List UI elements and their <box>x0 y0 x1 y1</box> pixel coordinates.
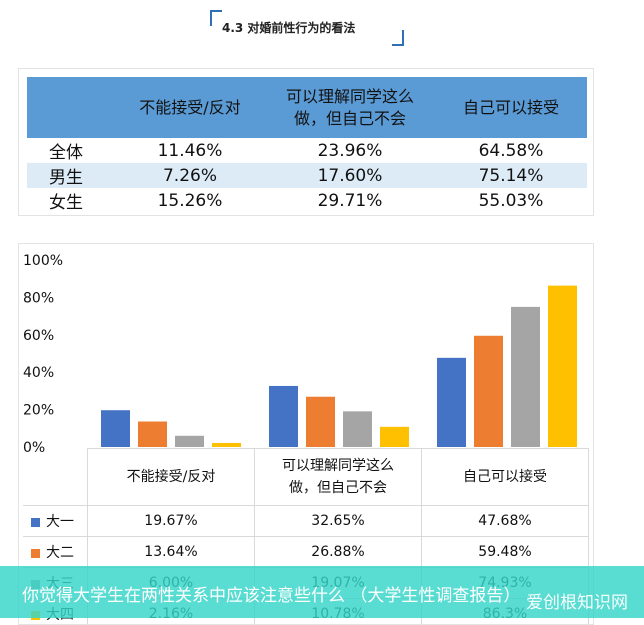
table-cell: 17.60% <box>265 163 435 188</box>
chart-category-understand: 可以理解同学这么 做，但自己不会 <box>254 448 422 506</box>
y-tick-label: 80% <box>23 290 54 306</box>
table-cell: 7.26% <box>115 163 265 188</box>
table-header-empty <box>27 77 115 138</box>
chart-table-corner <box>23 448 88 506</box>
table-row: 全体 11.46% 23.96% 64.58% <box>27 138 587 164</box>
banner-caption: 你觉得大学生在两性关系中应该注意些什么 （大学生性调查报告） <box>22 586 521 606</box>
data-label: 59.48% <box>421 536 589 568</box>
section-title-text: 4.3 对婚前性行为的看法 <box>222 21 356 35</box>
data-label: 19.67% <box>87 505 255 537</box>
title-corner-bottom-right <box>392 30 404 46</box>
y-tick-label: 100% <box>23 253 63 269</box>
chart-category-oppose: 不能接受/反对 <box>87 448 255 506</box>
legend-label: 大一 <box>46 514 74 530</box>
bar <box>306 396 335 447</box>
data-label: 47.68% <box>421 505 589 537</box>
chart-table-header-row: 不能接受/反对 可以理解同学这么 做，但自己不会 自己可以接受 <box>23 448 589 506</box>
bar <box>175 435 204 447</box>
data-label: 32.65% <box>254 505 422 537</box>
chart-table-row: 大二 13.64% 26.88% 59.48% <box>23 536 589 568</box>
legend-entry: 大二 <box>23 536 88 568</box>
bar <box>548 285 577 447</box>
table-cell: 29.71% <box>317 190 383 211</box>
bars <box>101 285 577 447</box>
table-header-accept: 自己可以接受 <box>435 77 587 138</box>
y-axis: 0%20%40%60%80%100% <box>23 253 63 454</box>
y-tick-label: 20% <box>23 403 54 419</box>
y-tick-label: 60% <box>23 328 54 344</box>
chart-table-row: 大一 19.67% 32.65% 47.68% <box>23 505 589 537</box>
table-cell: 15.26% <box>157 190 223 211</box>
bar <box>474 335 503 447</box>
attitude-table: 不能接受/反对 可以理解同学这么 做，但自己不会 自己可以接受 全体 11.46… <box>27 77 587 213</box>
bar <box>343 411 372 447</box>
table-cell: 75.14% <box>435 163 587 188</box>
bar <box>269 385 298 447</box>
attitude-table-panel: 不能接受/反对 可以理解同学这么 做，但自己不会 自己可以接受 全体 11.46… <box>18 68 594 216</box>
y-tick-label: 40% <box>23 365 54 381</box>
table-header-oppose: 不能接受/反对 <box>115 77 265 138</box>
legend-label: 大二 <box>46 545 74 561</box>
bar <box>138 421 167 447</box>
table-row: 男生 7.26% 17.60% 75.14% <box>27 163 587 188</box>
section-title: 4.3 对婚前性行为的看法 <box>210 10 404 46</box>
watermark-logo: 爱创根知识网 <box>526 593 628 613</box>
table-header-understand: 可以理解同学这么 做，但自己不会 <box>265 77 435 138</box>
table-header-row: 不能接受/反对 可以理解同学这么 做，但自己不会 自己可以接受 <box>27 77 587 138</box>
data-label: 13.64% <box>87 536 255 568</box>
table-cell: 64.58% <box>478 140 544 161</box>
title-corner-top-left <box>210 10 222 26</box>
data-label: 26.88% <box>254 536 422 568</box>
row-label: 全体 <box>49 143 83 163</box>
row-label: 女生 <box>49 193 83 213</box>
chart-category-accept: 自己可以接受 <box>421 448 589 506</box>
legend-swatch <box>31 517 40 527</box>
legend-entry: 大一 <box>23 505 88 537</box>
bar <box>437 357 466 447</box>
bar <box>212 442 241 447</box>
table-cell: 11.46% <box>157 140 223 161</box>
caption-banner: 你觉得大学生在两性关系中应该注意些什么 （大学生性调查报告） 爱创根知识网 <box>0 566 644 618</box>
bar <box>101 410 130 447</box>
row-label: 男生 <box>27 163 115 188</box>
table-cell: 23.96% <box>317 140 383 161</box>
bar-chart: 0%20%40%60%80%100% <box>23 253 577 454</box>
bar <box>511 306 540 447</box>
table-cell: 55.03% <box>478 190 544 211</box>
table-row: 女生 15.26% 29.71% 55.03% <box>27 188 587 214</box>
bar <box>380 426 409 447</box>
legend-swatch <box>31 548 40 558</box>
